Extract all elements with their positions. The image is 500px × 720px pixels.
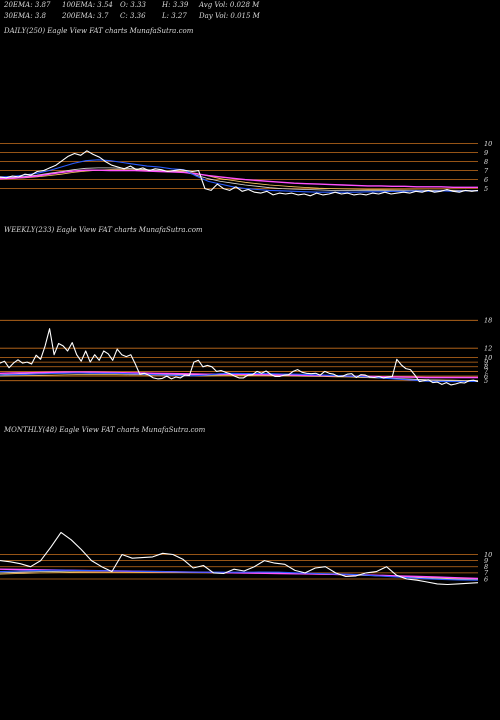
- header-close: C: 3.36: [120, 12, 146, 20]
- weekly-tick-label: 9: [484, 358, 488, 366]
- monthly-tick-label: 6: [484, 575, 488, 583]
- weekly-tick-label: 8: [484, 363, 488, 371]
- daily-ema-long-line: [0, 169, 478, 189]
- header-low: L: 3.27: [162, 12, 187, 20]
- monthly-price-line: [0, 531, 479, 586]
- weekly-ema-short-line: [0, 372, 478, 383]
- weekly-tick-label: 7: [484, 368, 489, 376]
- header-ema20: 20EMA: 3.87: [4, 1, 51, 9]
- daily-ema-alt-line: [0, 169, 478, 191]
- panel-label-daily: DAILY(250) Eagle View FAT charts MunafaS…: [4, 27, 194, 35]
- daily-ema-short-line: [0, 159, 478, 193]
- header-dayvol: Day Vol: 0.015 M: [199, 12, 260, 20]
- header-ema100: 100EMA: 3.54: [62, 1, 113, 9]
- daily-tick-label: 6: [484, 176, 488, 184]
- monthly-tick-label: 9: [484, 557, 488, 565]
- panel-label-weekly: WEEKLY(233) Eagle View FAT charts Munafa…: [4, 226, 203, 234]
- daily-tick-label: 10: [484, 140, 492, 148]
- monthly-tick-label: 8: [484, 563, 488, 571]
- daily-tick-label: 8: [484, 158, 488, 166]
- daily-tick-label: 9: [484, 149, 488, 157]
- monthly-tick-label: 7: [484, 569, 489, 577]
- weekly-tick-label: 12: [484, 344, 492, 352]
- daily-price-line: [0, 150, 479, 197]
- weekly-tick-label: 10: [484, 354, 492, 362]
- header-ema30: 30EMA: 3.8: [4, 12, 46, 20]
- weekly-price-line: [0, 328, 479, 386]
- header-avgvol: Avg Vol: 0.028 M: [199, 1, 260, 9]
- weekly-tick-label: 5: [484, 377, 488, 385]
- weekly-tick-label: 18: [484, 317, 492, 325]
- header-high: H: 3.39: [162, 1, 189, 9]
- monthly-ema-short-line: [0, 569, 479, 581]
- header-open: O: 3.33: [120, 1, 146, 9]
- monthly-tick-label: 10: [484, 551, 492, 559]
- weekly-ema-long-line: [0, 371, 478, 379]
- panel-label-monthly: MONTHLY(48) Eagle View FAT charts Munafa…: [4, 426, 206, 434]
- header-ema200: 200EMA: 3.7: [62, 12, 109, 20]
- weekly-tick-label: 6: [484, 372, 488, 380]
- daily-tick-label: 7: [484, 167, 489, 175]
- daily-tick-label: 5: [484, 185, 488, 193]
